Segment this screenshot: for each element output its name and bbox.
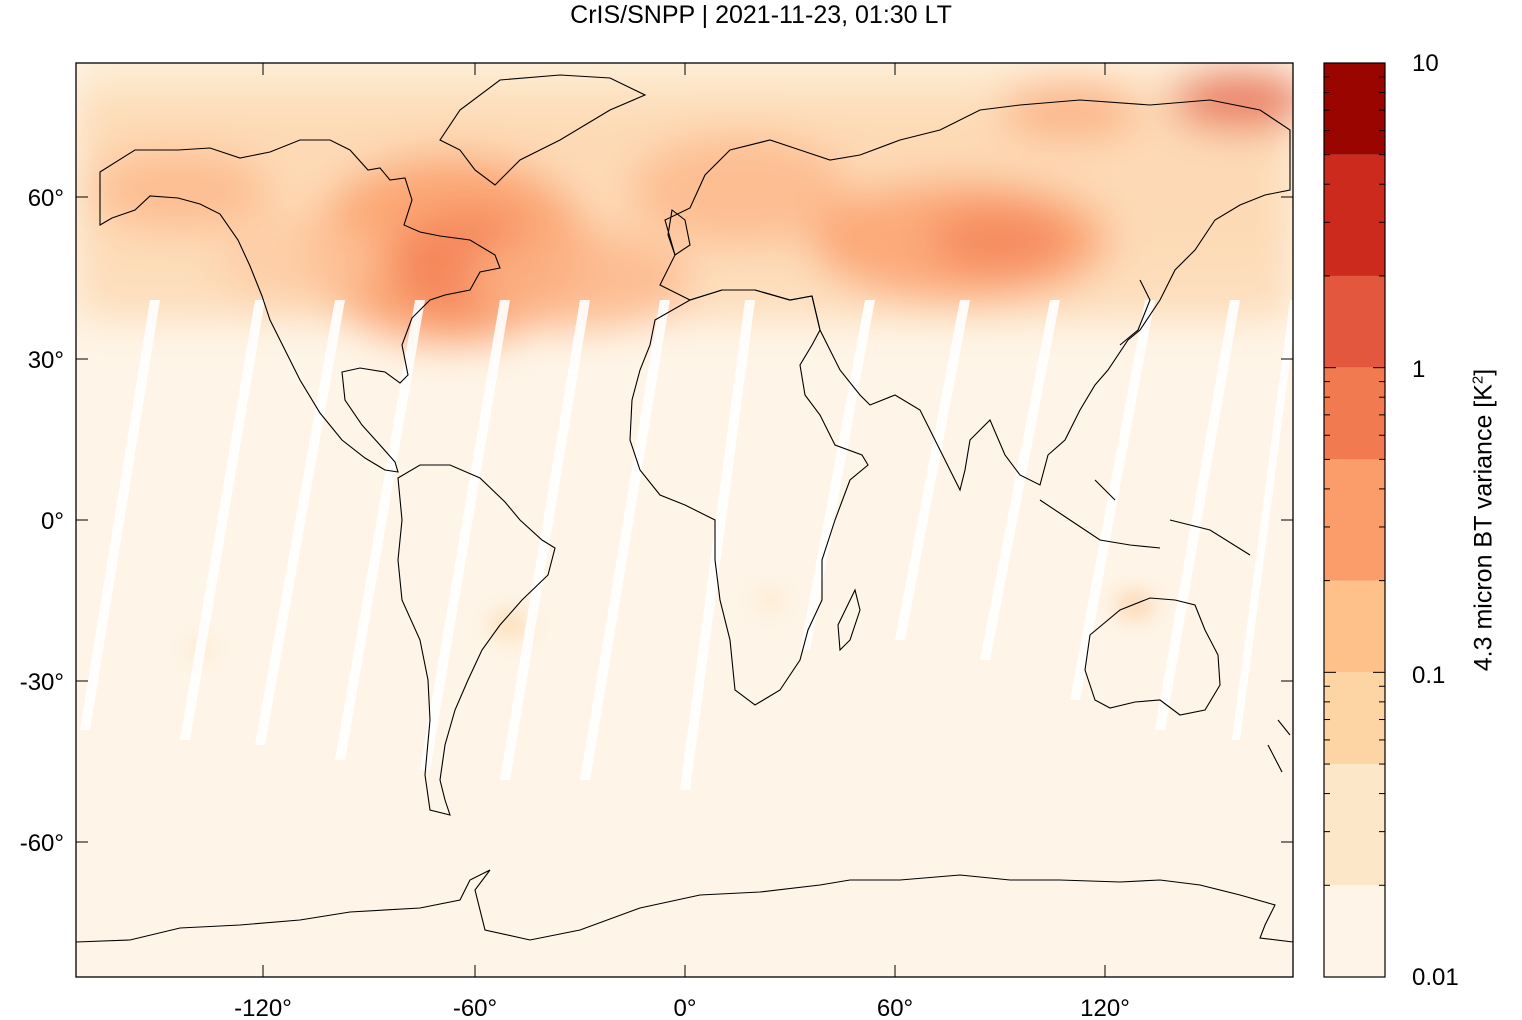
y-tick-label: 0° [41,508,64,535]
colorbar-segment [1324,154,1385,276]
south-america-coast [397,464,556,816]
x-tick-label: 60° [877,995,913,1020]
colorbar-tick-label: 1 [1412,356,1425,383]
orbit-gaps [80,300,1293,790]
new-zealand-coast [1267,719,1291,773]
northern-variance-band [76,63,1293,345]
colorbar-title-bracket: ] [1469,368,1498,376]
colorbar-border [1323,62,1386,978]
y-tick-labels: 60° 30° 0° -30° -60° [20,185,64,857]
colorbar-segment [1324,885,1385,977]
colorbar-title-exponent: 2 [1469,375,1487,385]
colorbar [1324,63,1385,977]
y-tick-label: -30° [20,669,64,696]
x-tick-label: -60° [453,995,497,1020]
colorbar-segment [1324,580,1385,673]
japan-coast [1119,279,1151,346]
colorbar-segment [1324,275,1385,368]
y-tick-label: 60° [28,185,64,212]
heatmap-field [76,63,1293,977]
australia-coast [1084,597,1221,716]
y-axis-ticks [76,196,1293,843]
colorbar-ticks [1324,76,1385,978]
colorbar-tick-label: 10 [1412,50,1439,77]
britain-coast [667,209,691,256]
y-tick-label: 30° [28,347,64,374]
colorbar-tick-label: 0.01 [1412,964,1459,991]
eurasia-coast [659,99,1291,492]
colorbar-segment [1324,459,1385,581]
coastlines [76,74,1293,943]
greenland-coast [439,74,647,186]
x-tick-label: 0° [674,995,697,1020]
plot-title: CrIS/SNPP | 2021-11-23, 01:30 LT [570,1,952,29]
x-tick-label: -120° [234,995,292,1020]
colorbar-title-text: 4.3 micron BT variance [K [1469,384,1498,672]
x-tick-label: 120° [1080,995,1130,1020]
colorbar-segment [1324,367,1385,460]
colorbar-segment [1324,672,1385,765]
colorbar-segment [1324,764,1385,886]
colorbar-segment [1324,63,1385,155]
madagascar-coast [837,588,861,652]
southeast-asia-islands [1039,479,1251,556]
colorbar-tick-label: 0.1 [1412,662,1445,689]
north-america-coast [99,139,501,473]
x-tick-labels: -120° -60° 0° 60° 120° [234,995,1130,1020]
x-axis-ticks [262,63,1106,977]
colorbar-tick-labels: 10 1 0.1 0.01 [1412,50,1459,991]
antarctica-coast [76,869,1293,943]
y-tick-label: -60° [20,830,64,857]
